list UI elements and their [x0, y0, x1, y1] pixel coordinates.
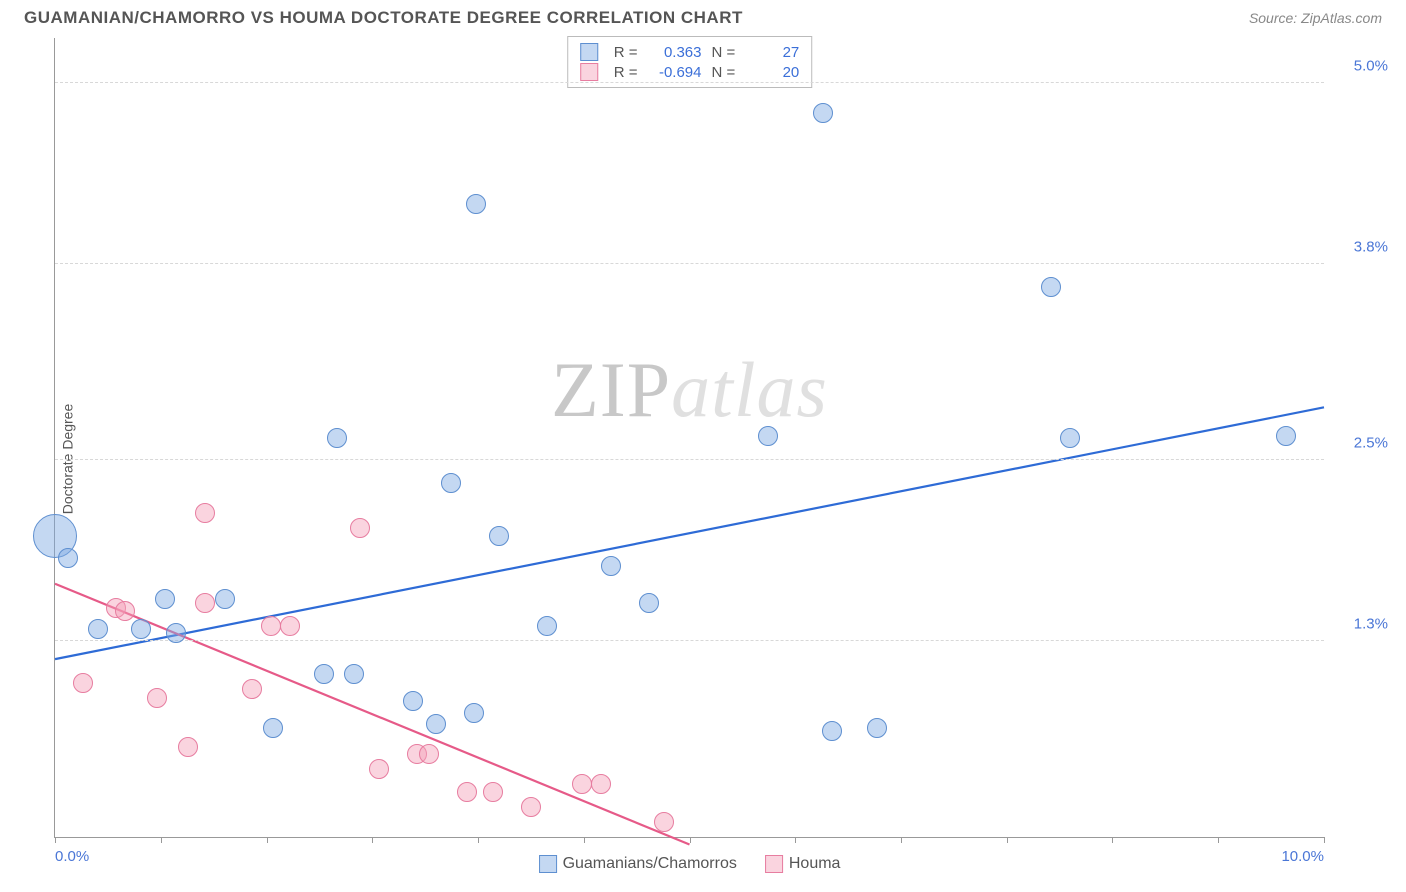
chart-source: Source: ZipAtlas.com	[1249, 10, 1382, 26]
x-tick	[1112, 837, 1113, 843]
scatter-point-houma	[242, 679, 262, 699]
swatch-guamanians	[539, 855, 557, 873]
scatter-point-houma	[591, 774, 611, 794]
x-tick-label: 0.0%	[55, 848, 89, 865]
scatter-point-guamanians	[464, 703, 484, 723]
x-tick	[1324, 837, 1325, 843]
scatter-point-houma	[261, 616, 281, 636]
stats-row-guamanians: R = 0.363 N = 27	[580, 43, 800, 61]
x-tick-label: 10.0%	[1281, 848, 1324, 865]
series-legend: Guamanians/Chamorros Houma	[539, 855, 841, 873]
scatter-point-houma	[369, 759, 389, 779]
scatter-point-guamanians	[403, 691, 423, 711]
r-value: 0.363	[648, 44, 702, 61]
swatch-houma	[580, 63, 598, 81]
scatter-point-houma	[654, 812, 674, 832]
source-name: ZipAtlas.com	[1301, 10, 1382, 26]
scatter-point-houma	[73, 673, 93, 693]
scatter-point-houma	[419, 744, 439, 764]
legend-label: Houma	[789, 855, 841, 872]
swatch-houma	[765, 855, 783, 873]
gridline	[55, 459, 1324, 460]
x-tick	[372, 837, 373, 843]
gridline	[55, 263, 1324, 264]
source-prefix: Source:	[1249, 10, 1301, 26]
gridline	[55, 640, 1324, 641]
chart-title: GUAMANIAN/CHAMORRO VS HOUMA DOCTORATE DE…	[24, 8, 743, 28]
y-tick-label: 3.8%	[1354, 239, 1388, 256]
scatter-point-guamanians	[489, 526, 509, 546]
scatter-point-guamanians	[88, 619, 108, 639]
scatter-point-guamanians	[813, 103, 833, 123]
scatter-point-guamanians	[537, 616, 557, 636]
scatter-point-guamanians	[327, 428, 347, 448]
scatter-point-guamanians	[441, 473, 461, 493]
scatter-point-guamanians	[466, 194, 486, 214]
scatter-point-guamanians	[166, 623, 186, 643]
watermark: ZIPatlas	[551, 345, 828, 435]
stats-row-houma: R = -0.694 N = 20	[580, 63, 800, 81]
scatter-point-houma	[195, 503, 215, 523]
scatter-point-guamanians	[344, 664, 364, 684]
legend-item-guamanians: Guamanians/Chamorros	[539, 855, 737, 873]
chart-container: Doctorate Degree ZIPatlas R =0.363N =27R…	[42, 38, 1396, 880]
scatter-point-guamanians	[822, 721, 842, 741]
y-tick-label: 5.0%	[1354, 58, 1388, 75]
scatter-point-guamanians	[215, 589, 235, 609]
scatter-point-guamanians	[426, 714, 446, 734]
x-tick	[1218, 837, 1219, 843]
scatter-point-guamanians	[758, 426, 778, 446]
r-label: R =	[614, 44, 638, 61]
legend-label: Guamanians/Chamorros	[563, 855, 737, 872]
scatter-point-houma	[483, 782, 503, 802]
scatter-point-guamanians	[314, 664, 334, 684]
x-tick	[901, 837, 902, 843]
scatter-point-houma	[195, 593, 215, 613]
trendlines-layer	[55, 38, 1324, 837]
scatter-point-guamanians	[1276, 426, 1296, 446]
n-label: N =	[712, 44, 736, 61]
y-tick-label: 1.3%	[1354, 616, 1388, 633]
scatter-point-houma	[350, 518, 370, 538]
scatter-point-guamanians	[639, 593, 659, 613]
plot-area: ZIPatlas R =0.363N =27R =-0.694N =20 Gua…	[54, 38, 1324, 838]
scatter-point-houma	[178, 737, 198, 757]
scatter-point-houma	[521, 797, 541, 817]
x-tick	[161, 837, 162, 843]
x-tick	[795, 837, 796, 843]
scatter-point-guamanians	[131, 619, 151, 639]
gridline	[55, 82, 1324, 83]
y-tick-label: 2.5%	[1354, 435, 1388, 452]
scatter-point-houma	[280, 616, 300, 636]
r-value: -0.694	[648, 64, 702, 81]
x-tick	[1007, 837, 1008, 843]
legend-item-houma: Houma	[765, 855, 841, 873]
x-tick	[584, 837, 585, 843]
stats-legend-box: R = 0.363 N = 27 R = -0.694 N = 20	[567, 36, 813, 88]
scatter-point-guamanians	[867, 718, 887, 738]
scatter-point-houma	[147, 688, 167, 708]
trendline-houma	[55, 584, 690, 845]
scatter-point-guamanians	[1041, 277, 1061, 297]
x-tick	[55, 837, 56, 843]
n-label: N =	[712, 64, 736, 81]
chart-header: GUAMANIAN/CHAMORRO VS HOUMA DOCTORATE DE…	[0, 0, 1406, 32]
scatter-point-guamanians	[58, 548, 78, 568]
scatter-point-houma	[572, 774, 592, 794]
trendline-guamanians	[55, 407, 1324, 659]
n-value: 20	[745, 64, 799, 81]
scatter-point-guamanians	[155, 589, 175, 609]
scatter-point-guamanians	[263, 718, 283, 738]
scatter-point-guamanians	[601, 556, 621, 576]
x-tick	[267, 837, 268, 843]
swatch-guamanians	[580, 43, 598, 61]
n-value: 27	[745, 44, 799, 61]
x-tick	[690, 837, 691, 843]
scatter-point-houma	[457, 782, 477, 802]
scatter-point-guamanians	[1060, 428, 1080, 448]
r-label: R =	[614, 64, 638, 81]
scatter-point-houma	[115, 601, 135, 621]
x-tick	[478, 837, 479, 843]
